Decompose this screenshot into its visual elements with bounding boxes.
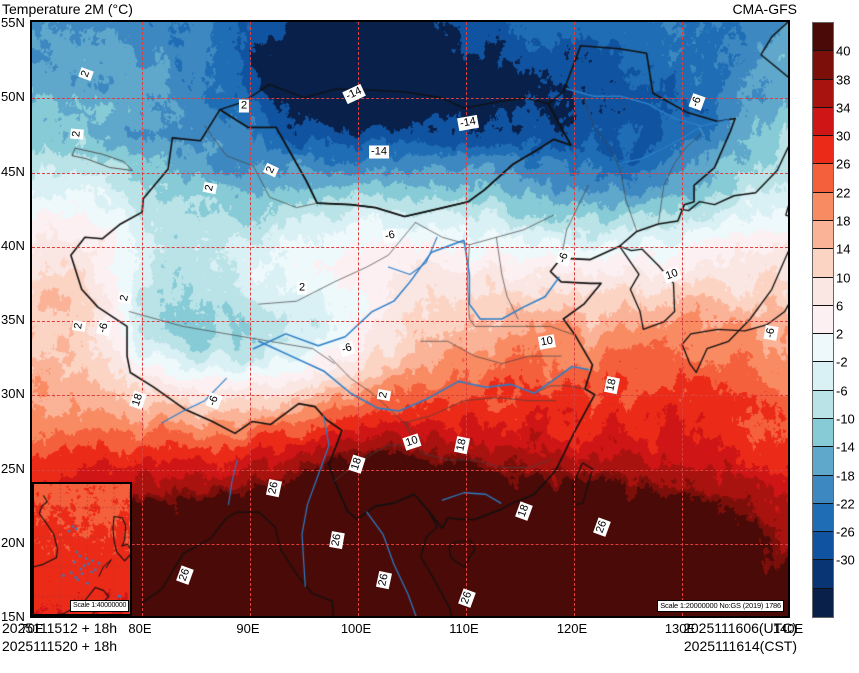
colorbar-tick-14: 14 xyxy=(836,241,851,257)
colorbar-swatch xyxy=(813,136,833,165)
lon-tick-80E: 80E xyxy=(128,621,152,636)
colorbar-tick--10: -10 xyxy=(836,411,855,427)
contour-label: 2 xyxy=(117,291,133,305)
colorbar-tick-18: 18 xyxy=(836,213,851,229)
colorbar-swatch xyxy=(813,418,833,448)
colorbar-swatch xyxy=(813,532,833,561)
inset-canvas xyxy=(34,484,130,614)
footer-init-utc: 2025111512 + 18h xyxy=(2,620,118,636)
lon-tick-100E: 100E xyxy=(340,621,372,636)
colorbar-swatch xyxy=(813,447,833,476)
colorbar-swatch xyxy=(813,560,833,589)
temperature-colorbar[interactable] xyxy=(812,22,834,618)
colorbar-tick--18: -18 xyxy=(836,468,855,484)
colorbar-tick-6: 6 xyxy=(836,298,844,314)
lat-tick-25N: 25N xyxy=(1,460,25,476)
colorbar-swatch xyxy=(813,503,833,533)
footer-valid-utc: 2025111606(UTC) xyxy=(683,620,797,636)
lon-tick-90E: 90E xyxy=(236,621,260,636)
colorbar-tick-30: 30 xyxy=(836,128,851,144)
colorbar-swatch xyxy=(813,475,833,504)
colorbar-tick-26: 26 xyxy=(836,156,851,172)
temperature-field-canvas xyxy=(32,22,788,616)
contour-label: -14 xyxy=(369,145,389,159)
colorbar-tick--26: -26 xyxy=(836,524,855,540)
colorbar-swatch xyxy=(813,23,833,52)
lon-tick-130E: 130E xyxy=(664,621,696,636)
contour-label: 2 xyxy=(376,388,392,402)
map-scale-label: Scale 1:20000000 No:GS (2019) 1786 xyxy=(657,600,784,612)
lon-tick-70E: 70E xyxy=(20,621,44,636)
contour-label: 2 xyxy=(70,128,84,140)
colorbar-tick-2: 2 xyxy=(836,326,844,342)
lat-tick-45N: 45N xyxy=(1,163,25,179)
lon-tick-110E: 110E xyxy=(449,621,479,636)
colorbar-swatch xyxy=(813,588,833,617)
lat-tick-40N: 40N xyxy=(1,237,25,253)
lat-tick-35N: 35N xyxy=(1,312,25,327)
lat-tick-20N: 20N xyxy=(1,534,25,550)
lat-tick-30N: 30N xyxy=(1,386,25,402)
colorbar-swatch xyxy=(813,164,833,193)
colorbar-swatch xyxy=(813,51,833,80)
lat-tick-15N: 15N xyxy=(1,609,25,624)
colorbar-swatch xyxy=(813,390,833,419)
lat-tick-50N: 50N xyxy=(1,89,25,105)
colorbar-tick--6: -6 xyxy=(836,383,848,399)
page-title: Temperature 2M (°C) xyxy=(2,1,133,17)
colorbar-tick-10: 10 xyxy=(836,270,851,286)
south-china-sea-inset[interactable]: Scale 1:40000000 xyxy=(32,482,132,616)
colorbar-swatch xyxy=(813,362,833,391)
contour-label: 10 xyxy=(537,334,557,350)
contour-label: 2 xyxy=(71,320,87,332)
colorbar-tick--2: -2 xyxy=(836,354,848,370)
model-label: CMA-GFS xyxy=(732,1,797,17)
colorbar-swatch xyxy=(813,277,833,306)
footer-init-cst: 2025111520 + 18h xyxy=(2,638,118,654)
colorbar-swatch xyxy=(813,107,833,137)
contour-label: 2 xyxy=(296,281,308,295)
colorbar-tick-22: 22 xyxy=(836,185,851,201)
lon-tick-120E: 120E xyxy=(556,621,588,636)
colorbar-tick--22: -22 xyxy=(836,496,855,512)
colorbar-tick-40: 40 xyxy=(836,43,851,59)
contour-label: 2 xyxy=(238,99,250,113)
temperature-map[interactable]: 2 2 -14 -14 -14 2 -6 2 2 -6 2 2 -6 10 2 -6 18 -6 -6 -6 2 10 18… xyxy=(30,20,790,618)
colorbar-swatch xyxy=(813,192,833,221)
contour-label: 26 xyxy=(329,530,345,550)
colorbar-swatch xyxy=(813,220,833,250)
lat-tick-55N: 55N xyxy=(1,15,25,30)
colorbar-tick-38: 38 xyxy=(836,72,851,88)
footer-valid-cst: 2025111614(CST) xyxy=(683,638,797,654)
lon-tick-140E: 140E xyxy=(772,621,804,636)
colorbar-tick--14: -14 xyxy=(836,439,855,455)
colorbar-swatch xyxy=(813,249,833,278)
colorbar-swatch xyxy=(813,305,833,335)
colorbar-swatch xyxy=(813,79,833,108)
inset-scale-label: Scale 1:40000000 xyxy=(70,600,130,612)
colorbar-tick--30: -30 xyxy=(836,552,855,568)
colorbar-swatch xyxy=(813,334,833,363)
contour-label: -6 xyxy=(763,325,779,341)
colorbar-tick-34: 34 xyxy=(836,100,851,116)
